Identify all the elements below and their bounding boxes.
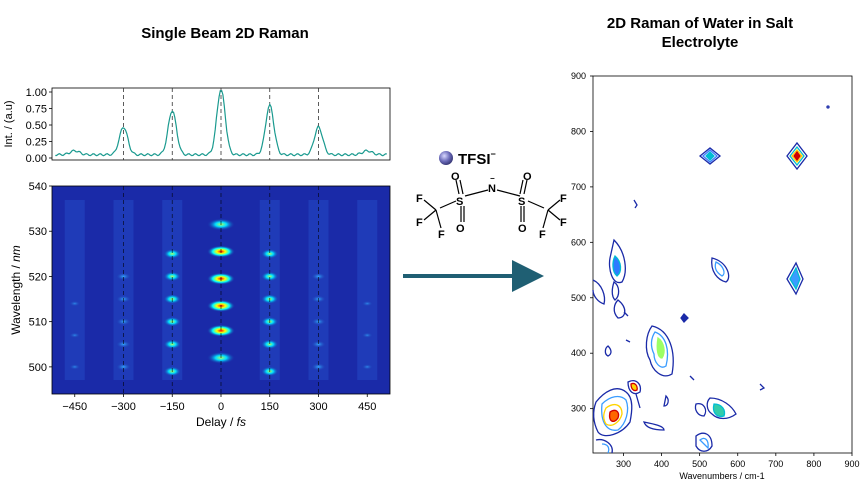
heatmap-y-tick-label: 500 <box>29 362 47 374</box>
left-panel-title: Single Beam 2D Raman <box>141 25 309 42</box>
heatmap-spot-side <box>163 271 182 282</box>
anion-sphere-icon <box>439 151 453 165</box>
heatmap-spot-outer <box>115 340 132 349</box>
heatmap-x-tick-label: −450 <box>62 401 87 413</box>
intensity-trace <box>55 90 387 157</box>
intensity-y-label: Int. / (a.u) <box>3 100 15 147</box>
contour-y-tick-label: 300 <box>571 404 586 414</box>
heatmap-spot-side <box>260 339 279 350</box>
contour-y-ticks: 300 400 500 600 700 800 900 <box>571 71 593 414</box>
atom-s-left: S <box>456 196 463 208</box>
heatmap-spot-edge <box>361 363 374 370</box>
n-charge: − <box>490 174 495 183</box>
heatmap-x-tick-label: 300 <box>309 401 327 413</box>
intensity-y-tick-label: 0.75 <box>26 104 47 116</box>
atom-f-1: F <box>416 193 423 205</box>
contour-x-label: Wavenumbers / cm-1 <box>679 471 764 481</box>
heatmap-spot-side <box>260 271 279 282</box>
contour-y-tick-label: 400 <box>571 348 586 358</box>
heatmap-y-ticks: 500 510 520 530 540 <box>29 181 52 374</box>
atom-o-3: O <box>523 171 532 183</box>
intensity-y-tick-label: 0.50 <box>26 120 47 132</box>
heatmap-stripe <box>259 200 280 380</box>
atom-o-2: O <box>456 223 465 235</box>
heatmap-y-tick-label: 540 <box>29 181 47 193</box>
heatmap-spot-edge <box>68 332 81 339</box>
heatmap-x-tick-label: −150 <box>160 401 185 413</box>
contour-x-tick-label: 300 <box>616 459 631 469</box>
contour-x-tick-label: 900 <box>844 459 859 469</box>
heatmap-spot-outer <box>115 362 132 371</box>
heatmap-y-tick-label: 510 <box>29 317 47 329</box>
heatmap-spot-side <box>163 339 182 350</box>
heatmap-y-tick-label: 520 <box>29 271 47 283</box>
heatmap-y-label: Wavelength / nm <box>9 245 23 335</box>
atom-f-6: F <box>539 229 546 241</box>
atom-o-4: O <box>518 223 527 235</box>
contour-x-tick-label: 700 <box>768 459 783 469</box>
intensity-y-tick-label: 1.00 <box>26 87 47 99</box>
heatmap-plot: 500 510 520 530 540 −450 −300 −150 0 150 300 450 W… <box>9 181 391 429</box>
contour-y-tick-label: 600 <box>571 237 586 247</box>
heatmap-stripe <box>308 200 329 380</box>
atom-f-3: F <box>438 229 445 241</box>
contour-y-tick-label: 700 <box>571 182 586 192</box>
contour-y-tick-label: 900 <box>571 71 586 81</box>
atom-f-4: F <box>560 193 567 205</box>
contour-x-tick-label: 800 <box>806 459 821 469</box>
heatmap-x-tick-label: −300 <box>111 401 136 413</box>
heatmap-y-tick-label: 530 <box>29 226 47 238</box>
right-title-line1: 2D Raman of Water in Salt <box>606 15 794 32</box>
right-panel-title: 2D Raman of Water in Salt Electrolyte <box>560 14 840 52</box>
molecule-bonds <box>423 179 561 229</box>
heatmap-stripe <box>357 200 378 380</box>
contour-plot-frame <box>592 75 853 454</box>
heatmap-spot-center <box>207 324 235 337</box>
contour-x-tick-label: 600 <box>730 459 745 469</box>
atom-f-5: F <box>560 217 567 229</box>
heatmap-spot-outer <box>115 272 132 281</box>
tfsi-label: TFSI− <box>458 149 496 168</box>
contour-x-tick-label: 500 <box>692 459 707 469</box>
intensity-plot: 0.00 0.25 0.50 0.75 1.00 Int. / (a.u) <box>3 87 391 165</box>
atom-n: N <box>488 183 496 195</box>
heatmap-spot-outer <box>310 272 327 281</box>
heatmap-spot-outer <box>310 340 327 349</box>
tfsi-molecule: TFSI− S S N − O O O O F <box>416 149 567 241</box>
heatmap-stripe <box>162 200 183 380</box>
intensity-y-tick-label: 0.25 <box>26 137 47 149</box>
heatmap-spot-edge <box>361 300 374 307</box>
heatmap-spot-side <box>260 248 279 259</box>
atom-o-1: O <box>451 171 460 183</box>
heatmap-spot-side <box>163 248 182 259</box>
heatmap-x-ticks: −450 −300 −150 0 150 300 450 <box>62 394 376 413</box>
contour-y-tick-label: 500 <box>571 293 586 303</box>
contour-lines <box>592 105 830 454</box>
heatmap-spot-edge <box>68 300 81 307</box>
heatmap-spot-outer <box>310 362 327 371</box>
contour-x-tick-label: 400 <box>654 459 669 469</box>
contour-plot: 300 400 500 600 700 800 900 300 400 500 600 700 800… <box>571 71 860 481</box>
contour-x-ticks: 300 400 500 600 700 800 900 <box>616 453 860 469</box>
heatmap-x-label: Delay / fs <box>196 415 246 429</box>
heatmap-x-tick-label: 0 <box>218 401 224 413</box>
heatmap-spot-edge <box>68 363 81 370</box>
heatmap-x-tick-label: 150 <box>261 401 279 413</box>
atom-s-right: S <box>518 196 525 208</box>
contour-y-tick-label: 800 <box>571 126 586 136</box>
heatmap-x-tick-label: 450 <box>358 401 376 413</box>
intensity-y-tick-label: 0.00 <box>26 153 47 165</box>
heatmap-spot-edge <box>361 332 374 339</box>
right-title-line2: Electrolyte <box>661 34 739 51</box>
heatmap-stripe <box>113 200 134 380</box>
intensity-dashed-lines <box>123 88 319 160</box>
heatmap-stripe <box>64 200 85 380</box>
intensity-y-ticks: 0.00 0.25 0.50 0.75 1.00 <box>26 87 52 165</box>
atom-f-2: F <box>416 217 423 229</box>
